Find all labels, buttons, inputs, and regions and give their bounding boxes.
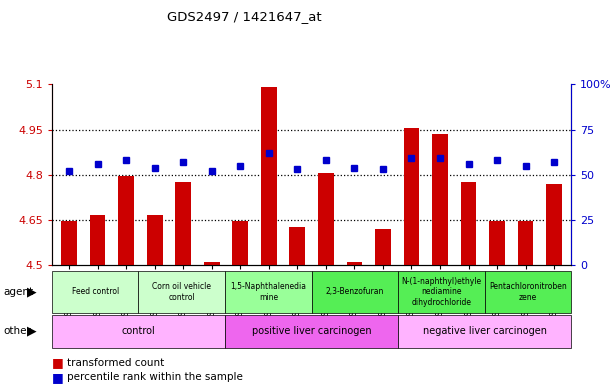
- Bar: [290, 227, 305, 265]
- Text: Pentachloronitroben
zene: Pentachloronitroben zene: [489, 282, 567, 301]
- Text: control: control: [122, 326, 155, 336]
- Bar: [119, 176, 134, 265]
- Text: GDS2497 / 1421647_at: GDS2497 / 1421647_at: [167, 10, 322, 23]
- Text: negative liver carcinogen: negative liver carcinogen: [423, 326, 547, 336]
- Bar: [61, 221, 77, 265]
- Bar: [312, 271, 398, 313]
- Bar: [225, 271, 312, 313]
- Text: ▶: ▶: [27, 325, 37, 338]
- Bar: [461, 182, 477, 265]
- Bar: [546, 184, 562, 265]
- Text: 1,5-Naphthalenedia
mine: 1,5-Naphthalenedia mine: [230, 282, 306, 301]
- Text: positive liver carcinogen: positive liver carcinogen: [252, 326, 371, 336]
- Text: 2,3-Benzofuran: 2,3-Benzofuran: [326, 287, 384, 296]
- Bar: [90, 215, 106, 265]
- Text: percentile rank within the sample: percentile rank within the sample: [67, 372, 243, 382]
- Bar: [139, 271, 225, 313]
- Text: ▶: ▶: [27, 285, 37, 298]
- Text: transformed count: transformed count: [67, 358, 164, 368]
- Bar: [52, 271, 139, 313]
- Bar: [518, 221, 533, 265]
- Bar: [489, 221, 505, 265]
- Bar: [375, 229, 391, 265]
- Bar: [52, 315, 225, 348]
- Text: ■: ■: [52, 371, 64, 384]
- Text: agent: agent: [3, 287, 33, 297]
- Bar: [204, 262, 219, 265]
- Bar: [346, 262, 362, 265]
- Bar: [398, 315, 571, 348]
- Text: Feed control: Feed control: [71, 287, 119, 296]
- Bar: [261, 88, 277, 265]
- Bar: [398, 271, 485, 313]
- Text: Corn oil vehicle
control: Corn oil vehicle control: [152, 282, 211, 301]
- Bar: [404, 128, 419, 265]
- Text: N-(1-naphthyl)ethyle
nediamine
dihydrochloride: N-(1-naphthyl)ethyle nediamine dihydroch…: [401, 277, 481, 307]
- Bar: [225, 315, 398, 348]
- Bar: [232, 221, 248, 265]
- Bar: [432, 134, 448, 265]
- Text: other: other: [3, 326, 31, 336]
- Bar: [318, 173, 334, 265]
- Bar: [485, 271, 571, 313]
- Bar: [175, 182, 191, 265]
- Bar: [147, 215, 163, 265]
- Text: ■: ■: [52, 356, 64, 369]
